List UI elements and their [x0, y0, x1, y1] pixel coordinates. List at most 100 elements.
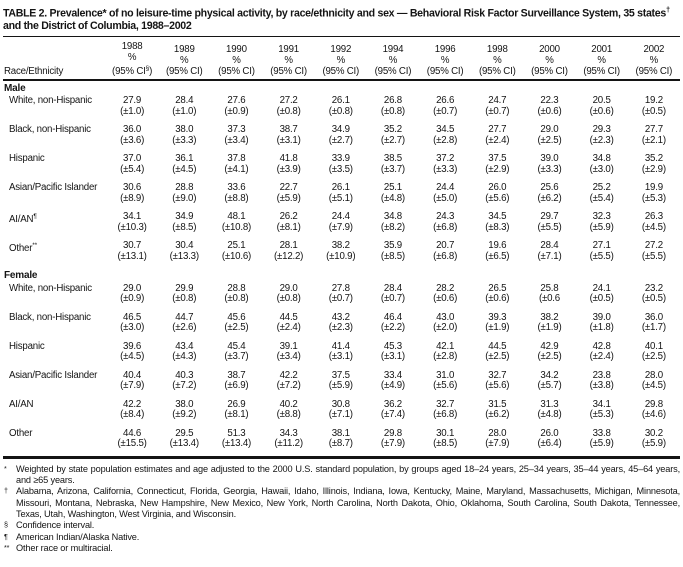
ci-value: (±4.8)	[380, 192, 405, 204]
ci-value: (±0.9)	[120, 293, 145, 305]
percent-value: 37.5	[488, 153, 507, 165]
data-cell: 31.0 (±5.6)	[419, 369, 471, 398]
ci-value: (±4.1)	[224, 163, 249, 175]
data-cell: 38.7 (±6.9)	[210, 369, 262, 398]
ci-value: (±2.6)	[172, 322, 197, 334]
data-cell: 46.5 (±3.0)	[106, 311, 158, 340]
year-column-header: 1992% (95% CI)	[314, 37, 367, 81]
percent-label: %	[597, 54, 606, 66]
data-cell: 43.0 (±2.0)	[419, 311, 471, 340]
ci-label: (95% CI)	[322, 65, 360, 77]
ci-value: (±2.8)	[433, 351, 458, 363]
data-cell: 27.1 (±5.5)	[576, 239, 628, 268]
ci-value: (±2.8)	[433, 134, 458, 146]
percent-value: 22.3	[540, 95, 559, 107]
data-cell: 29.9 (±0.8)	[158, 282, 210, 311]
ci-value: (±1.7)	[641, 322, 666, 334]
ci-value: (±0.7)	[485, 105, 510, 117]
percent-value: 25.2	[592, 182, 611, 194]
data-cell: 46.4 (±2.2)	[367, 311, 419, 340]
ci-value: (±5.6)	[485, 192, 510, 204]
data-cell: 26.5 (±0.6)	[471, 282, 523, 311]
footnotes: * Weighted by state population estimates …	[3, 464, 680, 554]
ci-value: (±11.2)	[274, 438, 303, 450]
ci-value: (±7.9)	[328, 221, 353, 233]
percent-value: 30.2	[644, 427, 663, 439]
ci-value: (±2.7)	[380, 134, 405, 146]
ci-label: (95% CI)	[374, 65, 412, 77]
prevalence-table: Race/Ethnicity 1988% (95% CI§) 1989% (95% CI…	[3, 37, 680, 459]
year-column-header: 2001% (95% CI)	[575, 37, 628, 81]
year-label: 1994	[382, 43, 404, 55]
data-cell: 35.9 (±8.5)	[367, 239, 419, 268]
percent-value: 42.2	[279, 369, 298, 381]
data-cell: 28.8 (±9.0)	[158, 181, 210, 210]
data-cell: 44.7 (±2.6)	[158, 311, 210, 340]
ci-value: (±2.3)	[328, 322, 353, 334]
ci-value: (±5.6)	[485, 380, 510, 392]
percent-value: 31.0	[436, 369, 455, 381]
year-column-header: 1990% (95% CI)	[210, 37, 263, 81]
ci-value: (±8.5)	[380, 250, 405, 262]
footnote-text: Weighted by state population estimates a…	[16, 463, 680, 486]
percent-value: 26.2	[279, 211, 298, 223]
table-head: Race/Ethnicity 1988% (95% CI§) 1989% (95% CI…	[3, 37, 680, 81]
percent-value: 39.0	[592, 311, 611, 323]
ci-label: (95% CI)	[218, 65, 255, 77]
ci-value: (±0.7)	[380, 293, 405, 305]
data-cell: 24.3 (±6.8)	[419, 210, 471, 239]
percent-value: 26.8	[383, 95, 402, 107]
row-label: White, non-Hispanic	[9, 95, 92, 107]
percent-value: 42.1	[436, 340, 455, 352]
ci-value: (±3.7)	[224, 351, 249, 363]
data-cell: 31.5 (±6.2)	[471, 398, 523, 427]
percent-value: 29.9	[175, 282, 194, 294]
percent-value: 27.1	[592, 240, 611, 252]
percent-label: %	[388, 54, 398, 66]
data-cell: 26.9 (±8.1)	[210, 398, 262, 427]
percent-value: 43.2	[331, 311, 350, 323]
percent-value: 29.0	[123, 282, 142, 294]
percent-value: 45.6	[227, 311, 246, 323]
percent-value: 39.3	[488, 311, 507, 323]
table-row: White, non-Hispanic 27.9 (±1.0) 28.4 (±1.0) 2…	[3, 94, 680, 123]
percent-value: 26.0	[540, 427, 559, 439]
ci-value: (±8.2)	[380, 221, 405, 233]
ci-value: (±6.8)	[433, 409, 458, 421]
percent-value: 44.5	[279, 311, 298, 323]
percent-value: 28.4	[383, 282, 402, 294]
ci-value: (±3.7)	[380, 163, 405, 175]
data-cell: 32.7 (±5.6)	[471, 369, 523, 398]
data-cell: 24.4 (±5.0)	[419, 181, 471, 210]
row-label: Black, non-Hispanic	[9, 311, 91, 323]
percent-value: 24.4	[436, 182, 455, 194]
data-cell: 37.2 (±3.3)	[419, 152, 471, 181]
percent-value: 48.1	[227, 211, 246, 223]
data-cell: 23.2 (±0.5)	[628, 282, 680, 311]
data-cell: 45.3 (±3.1)	[367, 340, 419, 369]
data-cell: 48.1 (±10.8)	[210, 210, 262, 239]
percent-value: 32.7	[488, 369, 507, 381]
data-cell: 38.1 (±8.7)	[315, 427, 367, 458]
percent-value: 30.8	[331, 398, 350, 410]
data-cell: 38.7 (±3.1)	[263, 123, 315, 152]
ci-value: (±5.3)	[589, 409, 614, 421]
data-cell: 42.2 (±8.4)	[106, 398, 158, 427]
data-cell: 33.9 (±3.5)	[315, 152, 367, 181]
data-cell: 28.4 (±7.1)	[523, 239, 575, 268]
percent-value: 37.5	[331, 369, 350, 381]
footnote-text: Confidence interval.	[16, 520, 95, 531]
percent-value: 30.6	[123, 182, 142, 194]
table-row: AI/AN 42.2 (±8.4) 38.0 (±9.2) 26.9 (±8.1) 40.2(…	[3, 398, 680, 427]
percent-label: %	[440, 54, 450, 66]
table-row: White, non-Hispanic 29.0 (±0.9) 29.9 (±0.8) 2…	[3, 282, 680, 311]
ci-value: (±2.9)	[641, 163, 666, 175]
ci-value: (±10.6)	[221, 250, 252, 262]
ci-value: (±9.2)	[172, 409, 197, 421]
percent-value: 44.7	[175, 311, 194, 323]
data-cell: 19.6 (±6.5)	[471, 239, 523, 268]
percent-value: 26.6	[436, 95, 455, 107]
ci-value: (±3.5)	[328, 163, 353, 175]
data-cell: 38.2 (±10.9)	[315, 239, 367, 268]
title-text-2: and the District of Columbia, 1988–2002	[3, 20, 192, 33]
